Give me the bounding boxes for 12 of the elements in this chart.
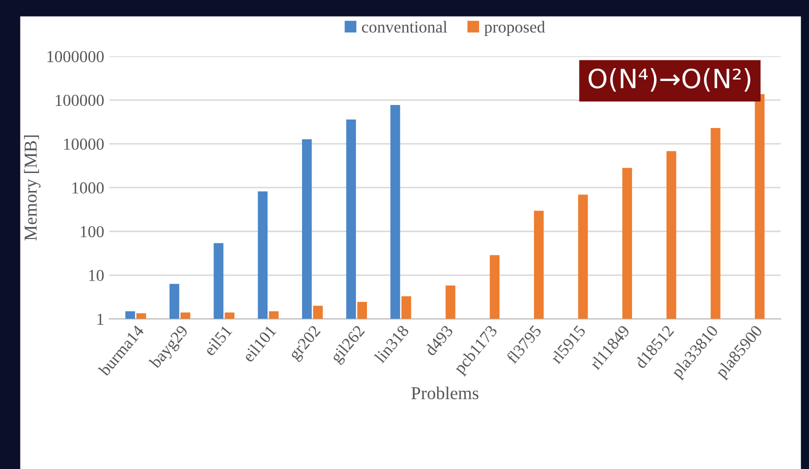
- y-tick-label: 100000: [56, 94, 104, 106]
- annotation: O(N⁴)→O(N²): [588, 68, 750, 92]
- y-tick-label: 100: [80, 226, 104, 238]
- y-tick-label: 10: [89, 270, 104, 282]
- y-tick-label: 10000: [64, 138, 104, 150]
- x-axis-title: Problems: [411, 386, 478, 400]
- y-axis-title: Memory [MB]: [24, 136, 40, 240]
- y-tick-label: 1: [97, 314, 104, 325]
- legend-label: proposed: [484, 20, 546, 36]
- y-tick-label: 1000000: [47, 50, 104, 62]
- y-tick-label: 1000: [72, 182, 104, 194]
- legend-label: conventional: [362, 20, 448, 33]
